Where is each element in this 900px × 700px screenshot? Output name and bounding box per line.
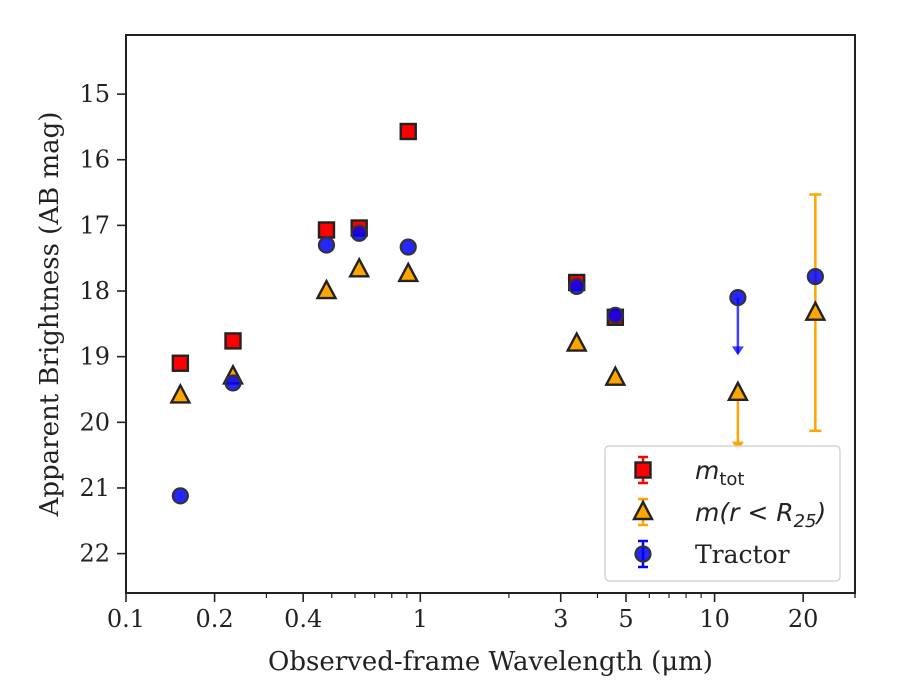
upper-limit-arrow [731,346,744,356]
legend-entry-0: mtot [695,456,745,490]
plot-area [169,122,827,505]
legend-marker [634,545,652,563]
data-point [397,261,420,283]
legend-entry-1: m(r < R25) [695,498,826,532]
data-point [565,330,588,352]
data-point [169,382,192,404]
x-tick-label: 3 [553,605,568,633]
y-tick-label: 20 [79,408,110,436]
legend-marker-group [634,461,652,479]
data-point [806,267,824,286]
x-tick-label: 0.2 [196,605,234,633]
data-point [604,365,627,386]
legend-marker [634,461,652,479]
data-point [804,300,827,321]
data-point [317,236,336,254]
series-1 [169,193,827,451]
data-point [726,380,749,401]
data-point [568,277,586,296]
plot-frame [125,34,856,594]
legend-marker-group [634,545,652,563]
y-tick-label: 17 [79,211,110,239]
y-axis: 15 16 17 18 19 20 21 22 [79,80,126,568]
y-tick-label: 16 [79,146,110,174]
y-tick-label: 22 [79,540,110,568]
x-tick-label: 5 [618,605,633,633]
x-tick-label: 10 [699,605,730,633]
data-point [317,221,336,239]
series-0 [171,122,625,372]
data-point [399,238,417,256]
data-point [729,288,747,307]
x-axis-label: Observed-frame Wavelength (μm) [268,647,713,677]
data-point [350,224,368,242]
data-point [606,306,624,324]
legend-marker [632,499,654,521]
legend-entry-2: Tractor [695,540,790,569]
x-tick-label: 20 [788,605,819,633]
y-axis-label: Apparent Brightness (AB mag) [35,112,65,518]
y-tick-label: 19 [79,343,110,371]
y-tick-label: 21 [79,474,110,502]
data-point [399,122,417,141]
data-point [171,487,189,505]
data-point [315,278,338,300]
data-point [171,354,190,372]
y-tick-label: 15 [79,80,110,108]
series-2 [171,224,824,505]
data-point [224,374,242,392]
legend-box [604,445,841,582]
x-axis: 0.1 0.2 0.4 1 3 5 10 20 [107,593,856,633]
y-tick-label: 18 [79,277,110,305]
data-point [348,256,371,278]
legend-marker-group [632,499,654,521]
x-tick-label: 1 [413,605,428,633]
x-tick-label: 0.1 [107,605,145,633]
x-tick-label: 0.4 [284,605,322,633]
legend: mtot m(r < R25) Tractor [604,445,841,582]
data-point [224,332,242,350]
